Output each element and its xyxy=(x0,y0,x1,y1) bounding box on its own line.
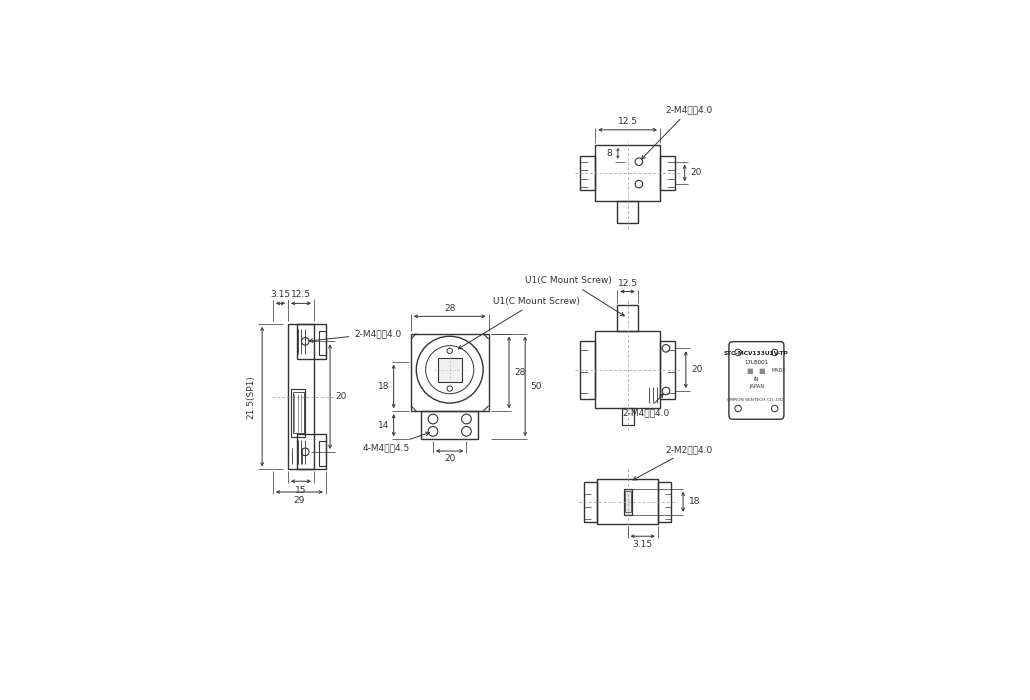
Bar xyxy=(411,334,488,411)
Text: U1(C Mount Screw): U1(C Mount Screw) xyxy=(525,276,624,316)
Bar xyxy=(421,411,478,439)
Text: 50: 50 xyxy=(530,382,542,391)
Text: STC-MCV133U3V-TP: STC-MCV133U3V-TP xyxy=(724,351,789,356)
Bar xyxy=(622,409,633,425)
Bar xyxy=(319,442,325,466)
Text: U1(C Mount Screw): U1(C Mount Screw) xyxy=(458,297,580,349)
Text: 21.5(SP1): 21.5(SP1) xyxy=(246,374,255,419)
Text: MADE: MADE xyxy=(771,368,786,373)
Text: 2-M2深サ4.0: 2-M2深サ4.0 xyxy=(633,445,713,480)
Text: 15: 15 xyxy=(296,486,307,495)
Bar xyxy=(293,392,304,433)
Text: 2-M4深サ4.0: 2-M4深サ4.0 xyxy=(642,106,713,159)
Bar xyxy=(660,341,675,399)
Text: 3.15: 3.15 xyxy=(271,290,290,299)
Text: JAPAN: JAPAN xyxy=(749,384,764,388)
Bar xyxy=(297,324,325,359)
Text: 28: 28 xyxy=(514,368,525,377)
Text: 2-M4深サ4.0: 2-M4深サ4.0 xyxy=(309,329,402,342)
Bar xyxy=(624,491,630,512)
Bar xyxy=(617,201,638,223)
Text: ■: ■ xyxy=(758,368,765,374)
Text: 18: 18 xyxy=(688,497,700,506)
Text: 4-M4深サ4.5: 4-M4深サ4.5 xyxy=(363,432,430,452)
Text: 18: 18 xyxy=(378,382,389,391)
Text: ■: ■ xyxy=(747,368,753,374)
Text: 20: 20 xyxy=(690,169,701,177)
Text: 12.5: 12.5 xyxy=(618,117,638,126)
Bar xyxy=(319,331,325,355)
Text: 12.5: 12.5 xyxy=(290,290,311,299)
Text: 8: 8 xyxy=(607,149,613,158)
Text: 12.5: 12.5 xyxy=(618,279,638,288)
Text: OMRON SENTECH CO.,LTD.: OMRON SENTECH CO.,LTD. xyxy=(727,398,785,402)
Text: 20: 20 xyxy=(336,392,347,401)
Bar xyxy=(595,145,660,201)
Text: IN: IN xyxy=(754,377,759,382)
Bar xyxy=(584,482,597,522)
Bar xyxy=(291,389,305,437)
Text: 2-M4深サ4.0: 2-M4深サ4.0 xyxy=(622,394,670,417)
Bar xyxy=(438,358,461,382)
FancyBboxPatch shape xyxy=(729,342,784,419)
Bar xyxy=(580,341,595,399)
Text: 17LB001: 17LB001 xyxy=(745,360,768,365)
Text: 20: 20 xyxy=(444,454,455,463)
Text: 28: 28 xyxy=(444,304,455,312)
Bar xyxy=(288,324,314,470)
Text: 29: 29 xyxy=(294,496,305,505)
Bar xyxy=(580,156,595,190)
Bar xyxy=(297,434,325,470)
Bar xyxy=(658,482,672,522)
Bar xyxy=(617,305,638,331)
Bar xyxy=(660,156,675,190)
Text: 20: 20 xyxy=(691,365,702,375)
Bar xyxy=(623,489,631,514)
Bar xyxy=(597,479,658,524)
Bar xyxy=(595,331,660,409)
Text: 3.15: 3.15 xyxy=(632,540,653,549)
Text: 14: 14 xyxy=(378,421,389,430)
